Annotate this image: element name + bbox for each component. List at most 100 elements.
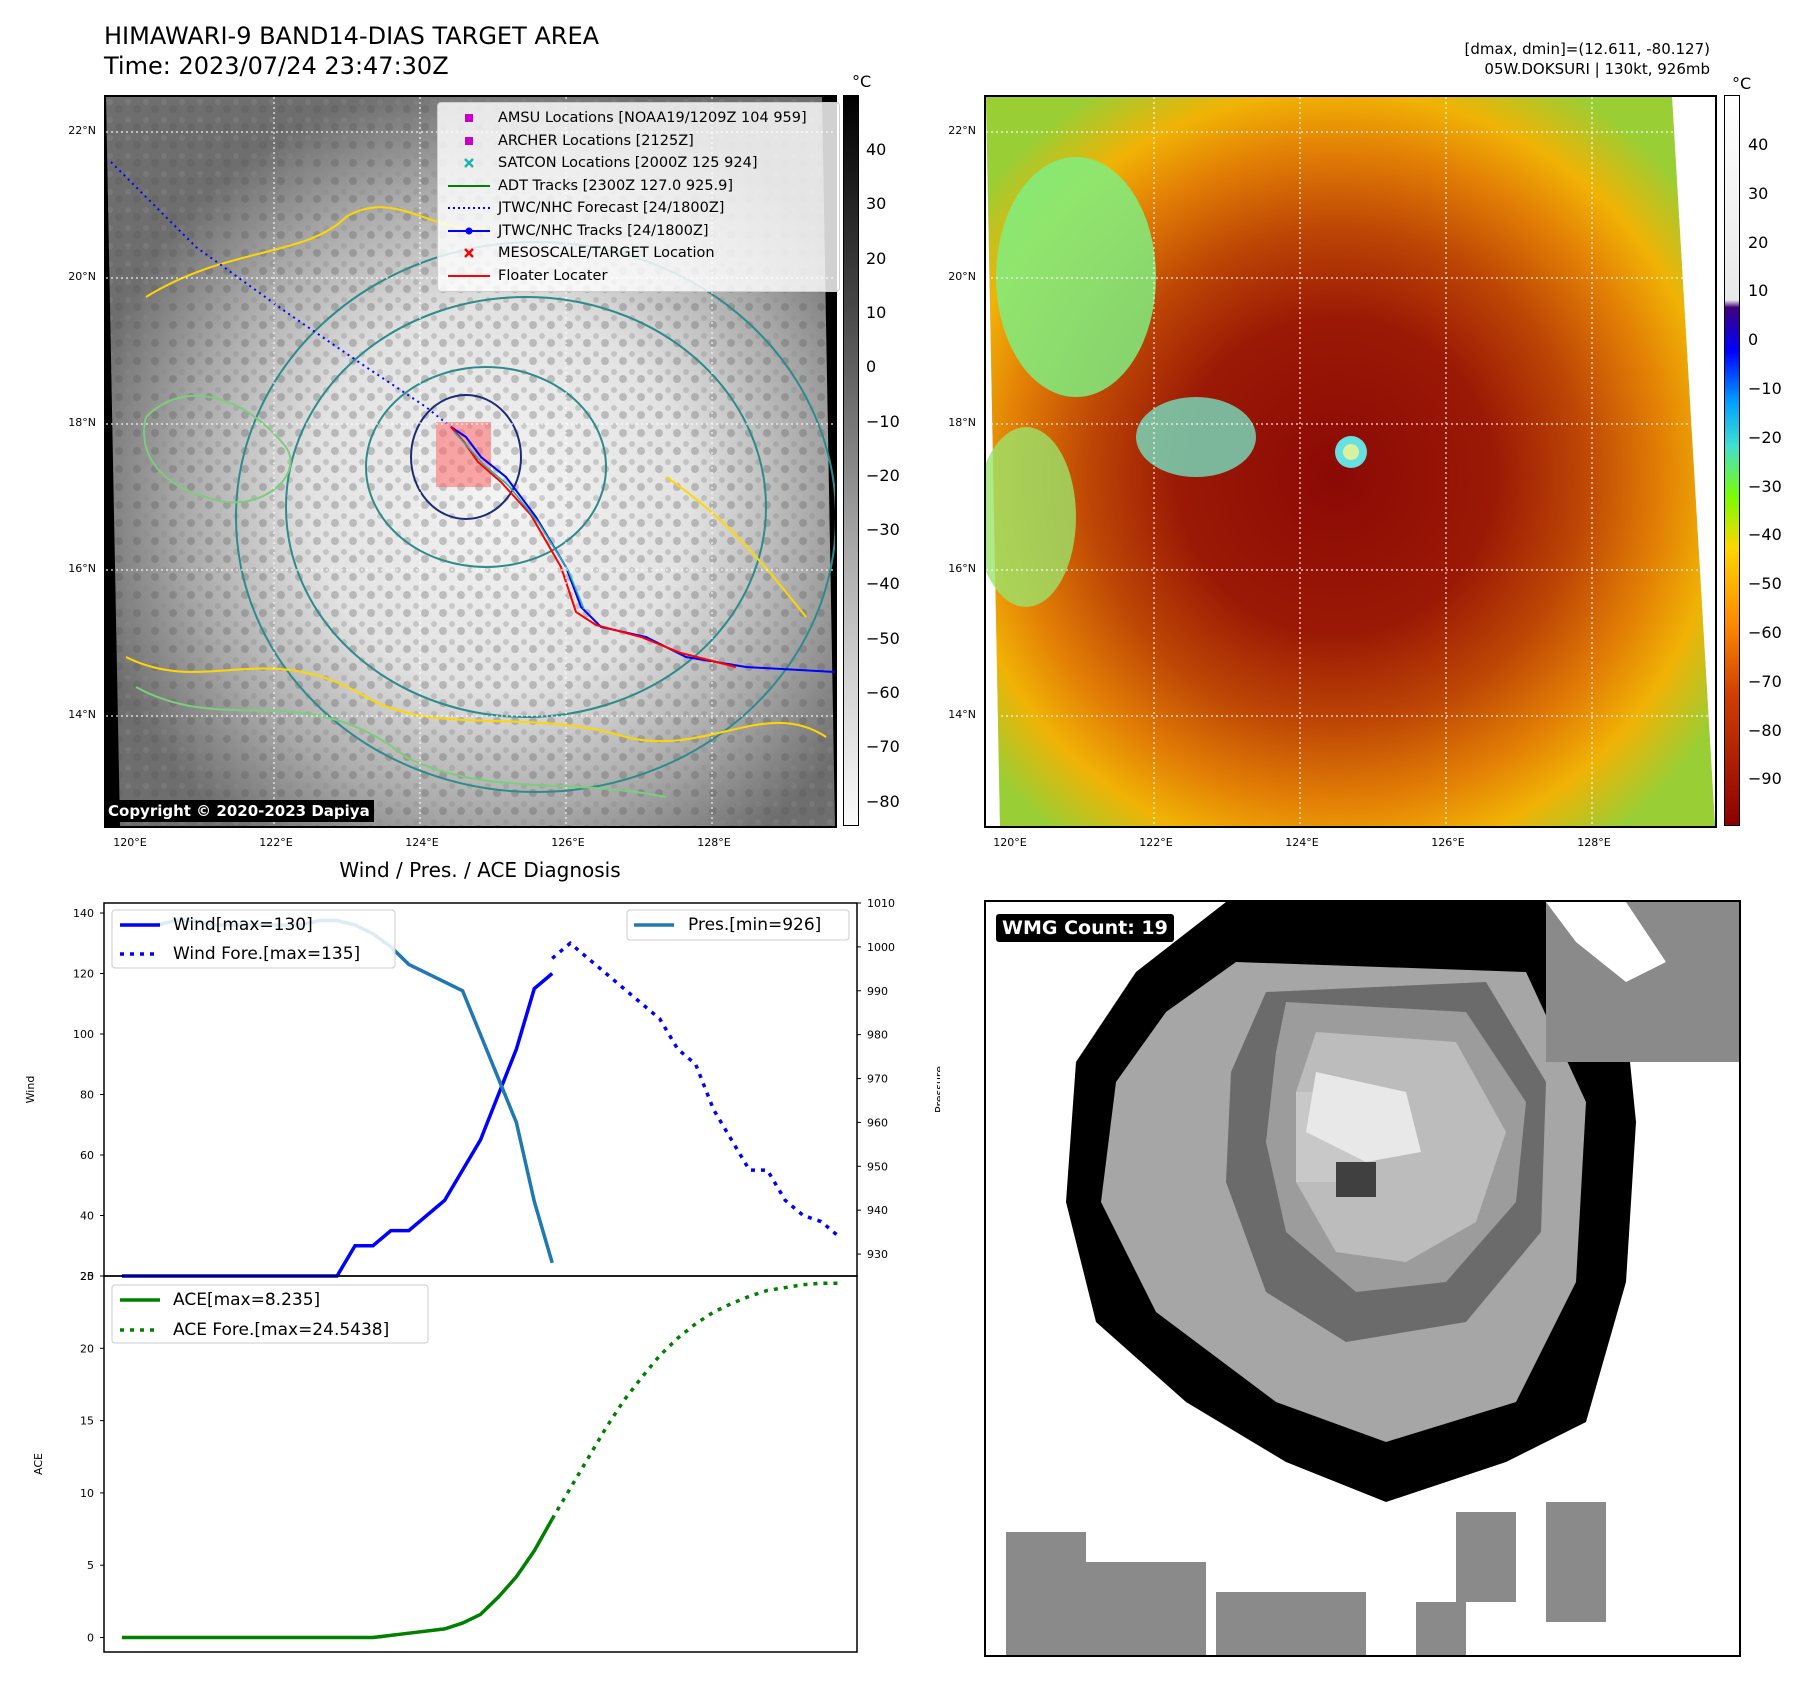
ace-axis-label: ACE xyxy=(32,1453,45,1475)
ir-colorbar-tick: −70 xyxy=(866,737,900,757)
pressure-tick-label: 1010 xyxy=(867,897,895,910)
pressure-axis-label: Pressure xyxy=(933,1066,940,1113)
wind-tick-label: 120 xyxy=(73,968,94,981)
lat-tick: 20°N xyxy=(948,270,976,283)
series-line xyxy=(121,918,554,1264)
legend-label: Floater Locater xyxy=(498,267,608,284)
map-legend: AMSU Locations [NOAA19/1209Z 104 959] AR… xyxy=(437,102,840,292)
wmg-image xyxy=(1006,902,1739,1655)
ace-tick-label: 25 xyxy=(80,1270,94,1283)
ace-tick-label: 20 xyxy=(80,1342,94,1355)
ir-colorbar-tick: 20 xyxy=(866,248,887,268)
stats-line: [dmax, dmin]=(12.611, -80.127) xyxy=(1464,40,1710,58)
enhanced-colorbar-tick: −60 xyxy=(1748,623,1782,642)
ace-tick-label: 5 xyxy=(87,1559,94,1572)
legend-item: SATCON Locations [2000Z 125 924] xyxy=(446,152,831,175)
copyright-badge: Copyright © 2020-2023 Dapiya xyxy=(104,800,374,822)
legend-label: SATCON Locations [2000Z 125 924] xyxy=(498,155,758,172)
x-marker-icon xyxy=(446,247,492,259)
ir-colorbar-tick: −50 xyxy=(866,628,900,648)
lon-tick: 120°E xyxy=(113,836,147,849)
wmg-count-badge: WMG Count: 19 xyxy=(996,914,1174,942)
ir-colorbar-tick: 30 xyxy=(866,194,887,214)
lon-tick: 122°E xyxy=(259,836,293,849)
wind-axis-label: Wind xyxy=(24,1076,37,1104)
pressure-legend xyxy=(626,909,850,941)
series-line xyxy=(121,972,554,1278)
ace-series-line xyxy=(550,1281,840,1520)
wind-tick-label: 20 xyxy=(80,1270,94,1283)
enhanced-map-panel xyxy=(984,95,1717,828)
ir-colorbar xyxy=(843,95,859,826)
legend-pressure-label: Pres.[min=926] xyxy=(688,915,821,935)
lon-tick: 126°E xyxy=(551,836,585,849)
enhanced-colorbar-tick: −90 xyxy=(1748,769,1782,789)
solid-line-icon xyxy=(446,270,492,282)
series-line xyxy=(551,940,841,1239)
lon-tick: 126°E xyxy=(1431,836,1465,849)
lon-tick: 122°E xyxy=(1139,836,1173,849)
legend-label: ADT Tracks [2300Z 127.0 925.9] xyxy=(498,177,734,194)
ace-legend xyxy=(111,1284,429,1344)
lon-tick: 120°E xyxy=(993,836,1027,849)
lat-tick: 22°N xyxy=(948,124,976,137)
ir-colorbar-tick: −30 xyxy=(866,520,900,540)
wind-tick-label: 80 xyxy=(80,1089,94,1102)
legend-item: JTWC/NHC Tracks [24/1800Z] xyxy=(446,220,831,243)
enhanced-colorbar xyxy=(1724,95,1740,826)
lat-tick: 16°N xyxy=(948,562,976,575)
enhanced-colorbar-tick: 40 xyxy=(1748,135,1769,154)
enhanced-colorbar-tick: 30 xyxy=(1748,183,1769,203)
ir-colorbar-tick: −10 xyxy=(866,411,900,431)
pressure-tick-label: 950 xyxy=(867,1160,888,1173)
lon-tick: 124°E xyxy=(1285,836,1319,849)
legend-wind-fore-label: Wind Fore.[max=135] xyxy=(173,944,360,964)
legend-item: AMSU Locations [NOAA19/1209Z 104 959] xyxy=(446,107,831,130)
ir-colorbar-tick: −80 xyxy=(866,791,900,811)
ace-tick-label: 0 xyxy=(87,1632,94,1645)
enhanced-colorbar-tick: −20 xyxy=(1748,427,1782,447)
enhanced-colorbar-tick: 10 xyxy=(1748,281,1769,301)
legend-label: ARCHER Locations [2125Z] xyxy=(498,132,694,149)
legend-item: ARCHER Locations [2125Z] xyxy=(446,130,831,153)
lon-tick: 128°E xyxy=(697,836,731,849)
pressure-tick-label: 960 xyxy=(867,1116,888,1129)
legend-item: JTWC/NHC Forecast [24/1800Z] xyxy=(446,197,831,220)
lat-tick: 18°N xyxy=(948,416,976,429)
square-marker-icon xyxy=(446,112,492,124)
enhanced-colorbar-tick: 0 xyxy=(1748,330,1759,350)
enhanced-colorbar-unit: °C xyxy=(1732,74,1752,93)
enhanced-colorbar-tick: −10 xyxy=(1748,379,1782,398)
ace-tick-label: 10 xyxy=(80,1487,94,1500)
ir-colorbar-tick: 40 xyxy=(866,140,887,159)
ace-series-line xyxy=(121,1518,554,1640)
lat-tick: 20°N xyxy=(68,270,96,283)
ir-colorbar-tick: 10 xyxy=(866,302,887,322)
lat-tick: 14°N xyxy=(948,708,976,721)
pressure-tick-label: 1000 xyxy=(867,941,895,954)
ir-colorbar-tick: −40 xyxy=(866,574,900,594)
pressure-tick-label: 980 xyxy=(867,1029,888,1042)
legend-ace-fore-label: ACE Fore.[max=24.5438] xyxy=(173,1320,389,1340)
storm-info: 05W.DOKSURI | 130kt, 926mb xyxy=(1484,60,1710,78)
enhanced-map-image xyxy=(986,97,1715,826)
ir-colorbar-tick: −20 xyxy=(866,465,900,485)
x-marker-icon xyxy=(446,157,492,169)
wind-tick-label: 40 xyxy=(80,1210,94,1223)
legend-label: JTWC/NHC Tracks [24/1800Z] xyxy=(498,222,709,239)
enhanced-colorbar-tick: −30 xyxy=(1748,476,1782,496)
lon-tick: 128°E xyxy=(1577,836,1611,849)
legend-item: MESOSCALE/TARGET Location xyxy=(446,242,831,265)
lat-tick: 18°N xyxy=(68,416,96,429)
wind-tick-label: 100 xyxy=(73,1028,94,1041)
enhanced-colorbar-tick: −50 xyxy=(1748,574,1782,594)
lat-tick: 22°N xyxy=(68,124,96,137)
pressure-tick-label: 930 xyxy=(867,1248,888,1261)
ir-colorbar-tick: −60 xyxy=(866,683,900,702)
dotted-line-icon xyxy=(446,202,492,214)
wind-legend xyxy=(111,909,396,969)
wind-tick-label: 60 xyxy=(80,1149,94,1162)
legend-item: ADT Tracks [2300Z 127.0 925.9] xyxy=(446,175,831,198)
enhanced-colorbar-tick: −80 xyxy=(1748,720,1782,740)
legend-label: AMSU Locations [NOAA19/1209Z 104 959] xyxy=(498,110,807,127)
